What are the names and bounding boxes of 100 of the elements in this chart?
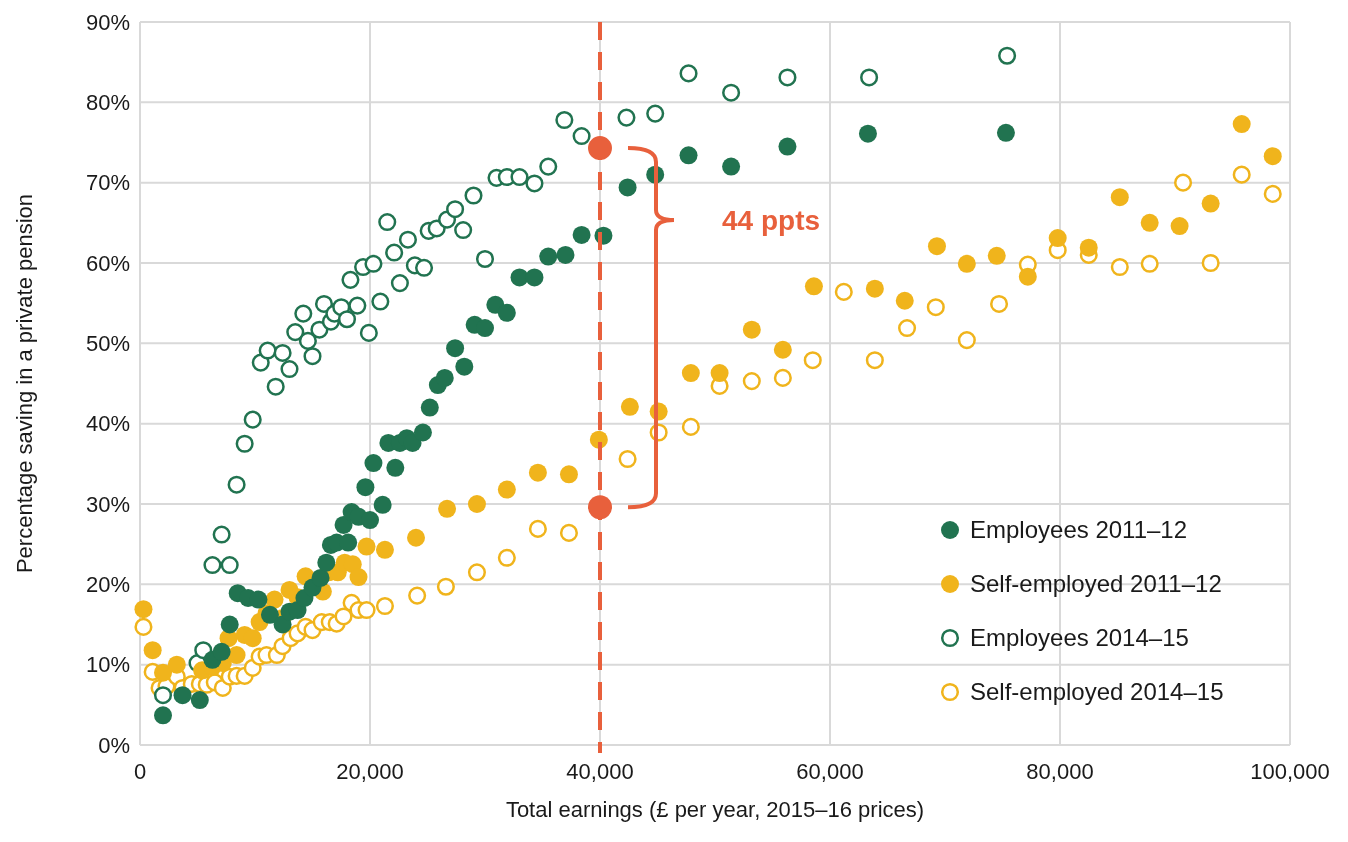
point [266, 377, 285, 396]
point [525, 174, 544, 193]
point [555, 110, 574, 130]
point [314, 294, 334, 314]
point [618, 449, 637, 469]
point [334, 607, 353, 626]
x-tick-label: 40,000 [566, 759, 634, 784]
point [258, 341, 277, 360]
point [539, 157, 558, 176]
point [476, 319, 494, 338]
point [957, 254, 976, 273]
point [617, 108, 636, 127]
point [722, 157, 741, 176]
point [311, 568, 330, 587]
y-axis-title: Percentage saving in a private pension [12, 193, 37, 574]
point [510, 167, 529, 187]
point [386, 458, 405, 477]
point [436, 577, 455, 596]
point [143, 641, 162, 660]
point [618, 178, 637, 197]
point [778, 68, 797, 87]
point [497, 548, 516, 567]
point [865, 279, 884, 298]
point [408, 586, 427, 605]
y-tick-label: 90% [85, 9, 130, 35]
point [528, 463, 547, 482]
point [681, 417, 700, 436]
point [134, 617, 153, 636]
x-tick-label: 80,000 [1026, 759, 1094, 784]
point [280, 359, 299, 379]
point [898, 319, 917, 338]
point [303, 347, 322, 366]
point [1110, 188, 1129, 207]
point [1174, 173, 1193, 192]
point [243, 410, 262, 429]
point [996, 123, 1015, 142]
y-tick-label: 80% [85, 90, 130, 116]
point [415, 258, 434, 277]
point [390, 274, 409, 293]
y-tick-label: 10% [85, 652, 130, 678]
point [446, 339, 465, 358]
point [990, 294, 1009, 314]
point [438, 499, 457, 518]
point [167, 655, 186, 674]
point [646, 104, 665, 123]
point [1110, 257, 1129, 277]
point [173, 686, 192, 705]
point [375, 540, 394, 559]
point [435, 368, 454, 387]
point [348, 296, 367, 315]
point [834, 282, 853, 301]
point [134, 600, 153, 619]
point [957, 331, 976, 350]
point [1201, 253, 1220, 273]
point [1079, 238, 1098, 257]
point [742, 320, 761, 339]
point [371, 292, 390, 311]
point [804, 277, 823, 296]
point [334, 515, 353, 534]
point [588, 136, 612, 161]
point [364, 254, 383, 273]
point [455, 357, 474, 376]
point [559, 523, 578, 542]
point [895, 291, 914, 310]
y-tick-label: 20% [85, 572, 130, 598]
point [998, 46, 1017, 65]
point [1018, 267, 1037, 286]
point [203, 556, 222, 575]
point [528, 519, 547, 538]
point [220, 615, 239, 634]
point [679, 146, 698, 165]
annotation: 44 ppts [722, 204, 821, 236]
point [235, 434, 254, 453]
y-tick-label: 40% [85, 411, 130, 437]
point [467, 563, 486, 582]
point [572, 127, 591, 146]
point [926, 298, 945, 317]
point [227, 475, 246, 494]
y-tick-label: 0% [98, 732, 130, 758]
point [1232, 165, 1251, 184]
point [620, 397, 639, 416]
point [265, 590, 284, 609]
legend-label: Self-employed 2014–15 [970, 678, 1224, 706]
point [742, 372, 761, 391]
point [373, 495, 392, 514]
point [572, 225, 591, 244]
point [679, 64, 698, 83]
point [227, 646, 246, 665]
legend-label: Employees 2011–12 [970, 516, 1188, 544]
x-tick-label: 20,000 [336, 759, 404, 784]
point [357, 600, 376, 620]
point [154, 706, 172, 725]
point [497, 303, 516, 322]
x-tick-label: 100,000 [1250, 759, 1330, 784]
point [539, 247, 558, 266]
point [475, 249, 495, 269]
point [927, 237, 946, 256]
point [356, 478, 375, 497]
point [190, 691, 209, 710]
point [349, 568, 368, 587]
